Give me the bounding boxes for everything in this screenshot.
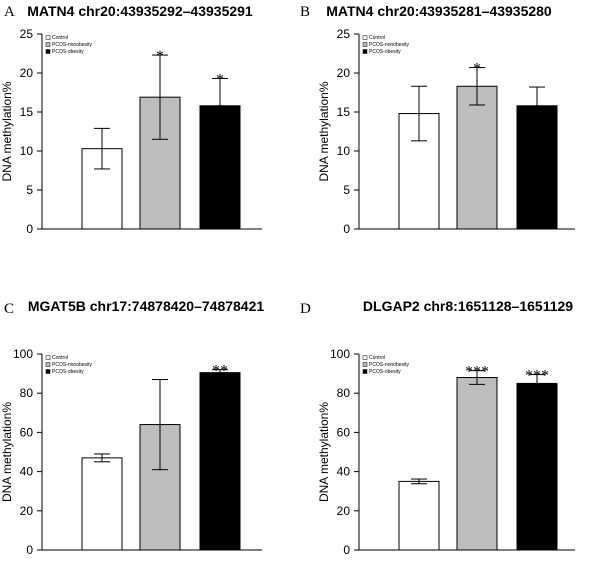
- bar: [398, 480, 440, 551]
- y-tick-label: 15: [20, 105, 34, 119]
- legend-swatch: [45, 42, 51, 47]
- y-axis-label: DNA methylation%: [0, 402, 14, 502]
- legend-swatch: [362, 355, 368, 360]
- y-axis-label: DNA methylation%: [317, 81, 331, 181]
- y-tick-label: 100: [330, 347, 350, 361]
- legend-swatch: [362, 35, 368, 40]
- y-tick-label: 0: [26, 543, 33, 557]
- legend-label: Control: [369, 35, 385, 41]
- panel-d: D DLGAP2 chr8:1651128–1651129 0 20 40 60 80 100…: [300, 298, 575, 557]
- y-tick-label: 5: [343, 183, 350, 197]
- legend-label: PCOS-obesity: [52, 49, 84, 55]
- y-tick-label: 0: [343, 222, 350, 236]
- bar: [456, 85, 498, 230]
- significance-mark: *: [156, 48, 164, 65]
- y-tick-label: 20: [20, 504, 34, 518]
- legend-swatch: [45, 35, 51, 40]
- legend-swatch: [362, 362, 368, 367]
- legend-swatch: [45, 362, 51, 367]
- legend-label: Control: [52, 35, 68, 41]
- y-tick-label: 60: [337, 425, 351, 439]
- panel-letter: B: [300, 4, 310, 20]
- chart-title: MGAT5B chr17:74878420–74878421: [28, 298, 265, 314]
- bar: [516, 105, 558, 230]
- legend-swatch: [45, 369, 51, 374]
- y-tick-label: 20: [337, 504, 351, 518]
- significance-mark: ***: [465, 364, 489, 381]
- chart-title: MATN4 chr20:43935281–43935280: [326, 3, 552, 19]
- y-axis-label: DNA methylation%: [0, 81, 14, 181]
- legend-swatch: [362, 369, 368, 374]
- y-tick-label: 0: [343, 543, 350, 557]
- legend-label: PCOS-nonobesity: [52, 362, 93, 368]
- legend-label: PCOS-obesity: [52, 369, 84, 375]
- y-tick-label: 15: [337, 105, 351, 119]
- legend-label: PCOS-nonobesity: [52, 42, 93, 48]
- panel-a: A MATN4 chr20:43935292–43935291 0 5 10 15 20 25…: [0, 3, 262, 236]
- legend-label: PCOS-obesity: [369, 49, 401, 55]
- y-tick-label: 60: [20, 425, 34, 439]
- y-tick-label: 20: [20, 66, 34, 80]
- legend-label: PCOS-obesity: [369, 369, 401, 375]
- legend-label: Control: [52, 355, 68, 361]
- y-tick-label: 25: [337, 27, 351, 41]
- bar: [456, 377, 498, 551]
- panel-letter: D: [300, 301, 311, 317]
- y-tick-label: 40: [337, 465, 351, 479]
- y-tick-label: 10: [337, 144, 351, 158]
- significance-mark: *: [216, 71, 224, 88]
- y-tick-label: 40: [20, 465, 34, 479]
- y-tick-label: 25: [20, 27, 34, 41]
- legend-swatch: [362, 42, 368, 47]
- legend-swatch: [45, 355, 51, 360]
- significance-mark: ***: [525, 368, 549, 385]
- panel-b: B MATN4 chr20:43935281–43935280 0 5 10 15 20 25…: [300, 3, 575, 236]
- bar: [199, 372, 241, 551]
- y-tick-label: 80: [337, 386, 351, 400]
- y-tick-label: 100: [13, 347, 33, 361]
- legend-swatch: [362, 49, 368, 54]
- y-tick-label: 20: [337, 66, 351, 80]
- significance-mark: **: [212, 363, 228, 380]
- y-tick-label: 0: [26, 222, 33, 236]
- legend-swatch: [45, 49, 51, 54]
- chart-title: DLGAP2 chr8:1651128–1651129: [363, 298, 573, 314]
- y-tick-label: 5: [26, 183, 33, 197]
- significance-mark: *: [473, 61, 481, 78]
- panel-c: C MGAT5B chr17:74878420–74878421 0 20 40 60 80…: [0, 298, 264, 557]
- y-axis-label: DNA methylation%: [317, 402, 331, 502]
- panel-letter: A: [4, 4, 15, 20]
- legend-label: PCOS-nonobesity: [369, 42, 410, 48]
- bar: [516, 382, 558, 551]
- panel-letter: C: [4, 301, 14, 317]
- bar: [81, 457, 123, 551]
- y-tick-label: 80: [20, 386, 34, 400]
- legend-label: PCOS-nonobesity: [369, 362, 410, 368]
- y-tick-label: 10: [20, 144, 34, 158]
- chart-title: MATN4 chr20:43935292–43935291: [27, 3, 253, 19]
- legend-label: Control: [369, 355, 385, 361]
